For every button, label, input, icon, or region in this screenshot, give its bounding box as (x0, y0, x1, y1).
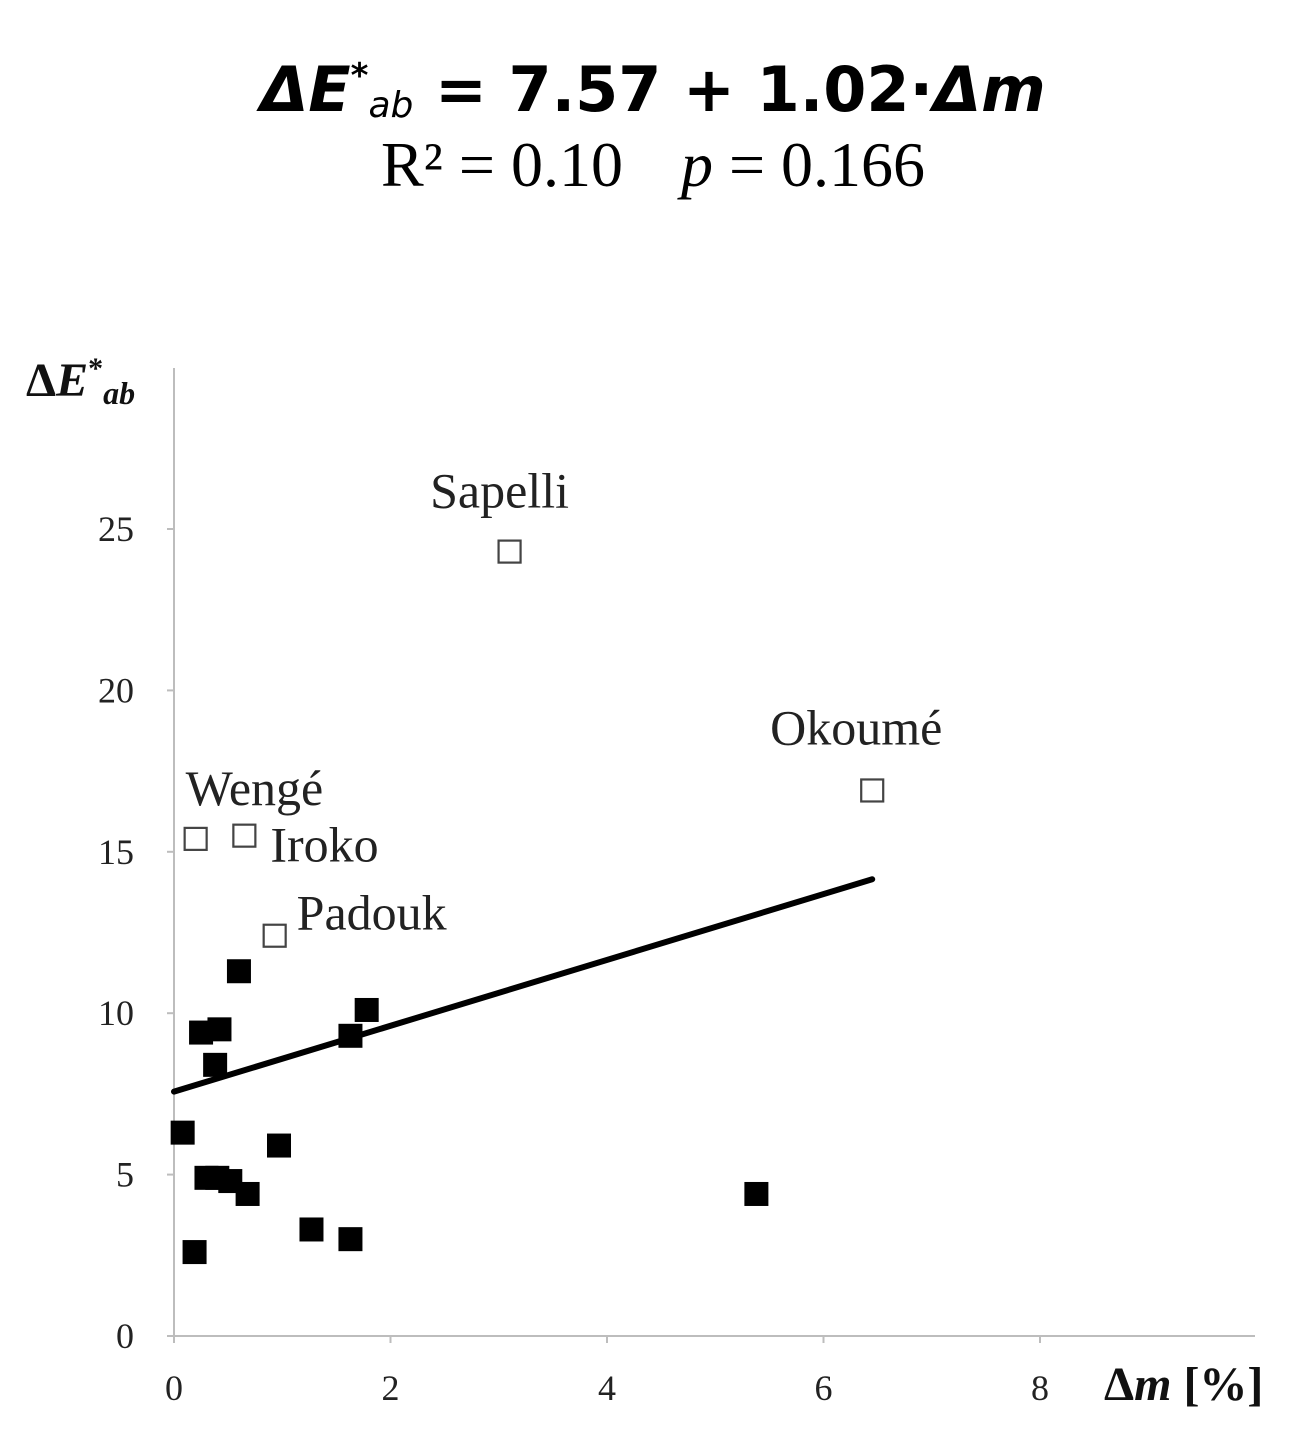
open-square-point (262, 923, 287, 948)
point-annotation: Wengé (186, 760, 324, 816)
filled-square-point (235, 1181, 260, 1206)
y-tick-label: 20 (98, 670, 134, 710)
filled-square-point (354, 997, 379, 1022)
point-annotation: Iroko (270, 817, 378, 873)
y-tick-label: 0 (116, 1316, 134, 1356)
filled-square-point (226, 959, 251, 984)
regression-equation: ΔE*ab = 7.57 + 1.02·Δm (0, 38, 1306, 144)
regression-trendline (171, 876, 876, 1095)
filled-square-point (744, 1181, 769, 1206)
open-square-point (232, 823, 257, 848)
data-marks (170, 539, 885, 1265)
equation-lhs-symbol: ΔE (260, 53, 351, 126)
filled-square-point (203, 1052, 228, 1077)
equation-lhs-subscript: ab (368, 85, 414, 126)
point-annotation: Sapelli (430, 463, 569, 519)
equation-rhs-variable: Δm (933, 53, 1046, 126)
x-axis-label: Δm [%] (1104, 1358, 1263, 1411)
y-tick-label: 5 (116, 1155, 134, 1195)
y-tick-label: 15 (98, 832, 134, 872)
filled-square-point (338, 1227, 363, 1252)
axis-labels: ΔE*ab Δm [%] (26, 352, 1263, 1411)
filled-square-point (170, 1120, 195, 1145)
open-square-point (183, 826, 208, 851)
filled-square-point (267, 1133, 292, 1158)
p-symbol: p (680, 129, 713, 200)
equation-rhs: = 7.57 + 1.02· (413, 53, 934, 126)
filled-square-point (338, 1023, 363, 1048)
open-square-point (497, 539, 522, 564)
equation-lhs-superscript: * (350, 56, 369, 96)
y-tick-label: 25 (98, 509, 134, 549)
open-square-point (860, 778, 885, 803)
trendline-group (171, 876, 876, 1095)
point-annotation: Padouk (297, 885, 447, 941)
filled-square-point (182, 1240, 207, 1265)
x-tick-label: 4 (598, 1368, 616, 1408)
p-value-label: = 0.166 (712, 129, 926, 200)
regression-stats: R² = 0.10 p = 0.166 (0, 126, 1306, 204)
y-axis-label: ΔE*ab (26, 352, 135, 411)
axis-ticks: 0 5 10 15 20 25 0 2 4 6 8 (98, 509, 1049, 1408)
r-squared-label: R² = 0.10 (380, 129, 623, 200)
x-tick-label: 6 (815, 1368, 833, 1408)
x-tick-label: 8 (1031, 1368, 1049, 1408)
x-tick-label: 0 (165, 1368, 183, 1408)
filled-square-point (299, 1217, 324, 1242)
y-tick-label: 10 (98, 993, 134, 1033)
filled-square-point (207, 1017, 232, 1042)
point-annotation: Okoumé (770, 699, 942, 755)
x-tick-label: 2 (382, 1368, 400, 1408)
